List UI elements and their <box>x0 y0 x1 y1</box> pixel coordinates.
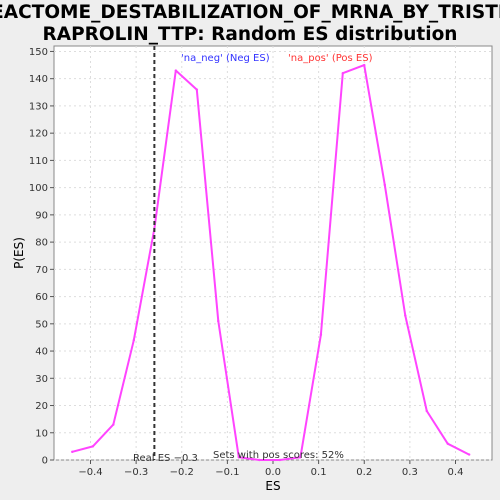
y-tick-label: 90 <box>35 210 48 221</box>
es-data-point <box>404 314 407 317</box>
chart-title-line-2: RAPROLIN_TTP: Random ES distribution <box>43 24 458 45</box>
x-tick-label: 0.1 <box>311 467 327 478</box>
es-data-point <box>217 319 220 323</box>
y-tick-label: 120 <box>29 129 48 140</box>
es-data-point <box>91 445 94 448</box>
es-data-point <box>425 409 428 413</box>
x-tick-label: −0.3 <box>124 467 148 478</box>
es-data-point <box>132 338 136 342</box>
y-tick-label: 20 <box>35 401 48 412</box>
y-tick-label: 60 <box>35 292 48 303</box>
x-tick-label: 0.2 <box>356 467 372 478</box>
chart-title-line-1: REACTOME_DESTABILIZATION_OF_MRNA_BY_TRIS… <box>0 2 500 23</box>
y-tick-label: 80 <box>35 238 48 249</box>
y-tick-label: 100 <box>29 183 48 194</box>
x-axis-ticks: −0.4 −0.3 −0.2 −0.1 0.0 0.1 0.2 0.3 0.4 <box>78 460 463 478</box>
es-data-point <box>112 423 115 426</box>
es-data-point <box>195 88 199 91</box>
x-tick-label: −0.1 <box>215 467 239 478</box>
x-tick-label: 0.0 <box>265 467 281 478</box>
es-data-point <box>467 453 471 456</box>
x-axis-label: ES <box>265 479 280 493</box>
x-tick-label: 0.3 <box>402 467 418 478</box>
y-tick-label: 40 <box>35 347 48 358</box>
legend-pos-es: 'na_pos' (Pos ES) <box>288 53 373 64</box>
y-tick-label: 130 <box>29 101 48 112</box>
es-data-point <box>446 442 449 445</box>
es-data-point <box>71 450 74 454</box>
y-tick-label: 50 <box>35 319 48 330</box>
y-tick-label: 140 <box>29 74 48 85</box>
es-data-point <box>363 63 366 67</box>
y-tick-label: 150 <box>29 47 48 58</box>
es-data-point <box>319 333 323 336</box>
es-data-point <box>278 458 282 462</box>
x-tick-label: −0.2 <box>170 467 194 478</box>
es-data-point <box>174 69 178 72</box>
legend-neg-es: 'na_neg' (Neg ES) <box>181 53 270 64</box>
es-data-point <box>237 456 240 459</box>
real-es-label: Real ES −0.3 <box>133 453 198 464</box>
y-tick-label: 70 <box>35 265 48 276</box>
es-data-point <box>258 458 261 462</box>
es-data-point <box>383 183 386 187</box>
x-tick-label: −0.4 <box>78 467 102 478</box>
y-axis-ticks: 0 10 20 30 40 50 60 70 80 90 100 110 120 130 140 150 <box>29 47 54 467</box>
y-tick-label: 30 <box>35 374 48 385</box>
es-data-point <box>299 456 302 459</box>
pos-scores-note: Sets with pos scores: 52% <box>213 450 344 461</box>
x-tick-label: 0.4 <box>448 467 464 478</box>
y-tick-label: 0 <box>42 456 48 467</box>
y-tick-label: 10 <box>35 428 48 439</box>
es-data-point <box>341 72 345 75</box>
y-tick-label: 110 <box>29 156 48 167</box>
es-distribution-line <box>72 64 470 461</box>
gridlines <box>54 46 492 461</box>
y-axis-label: P(ES) <box>12 237 26 269</box>
es-distribution-points <box>71 63 471 462</box>
